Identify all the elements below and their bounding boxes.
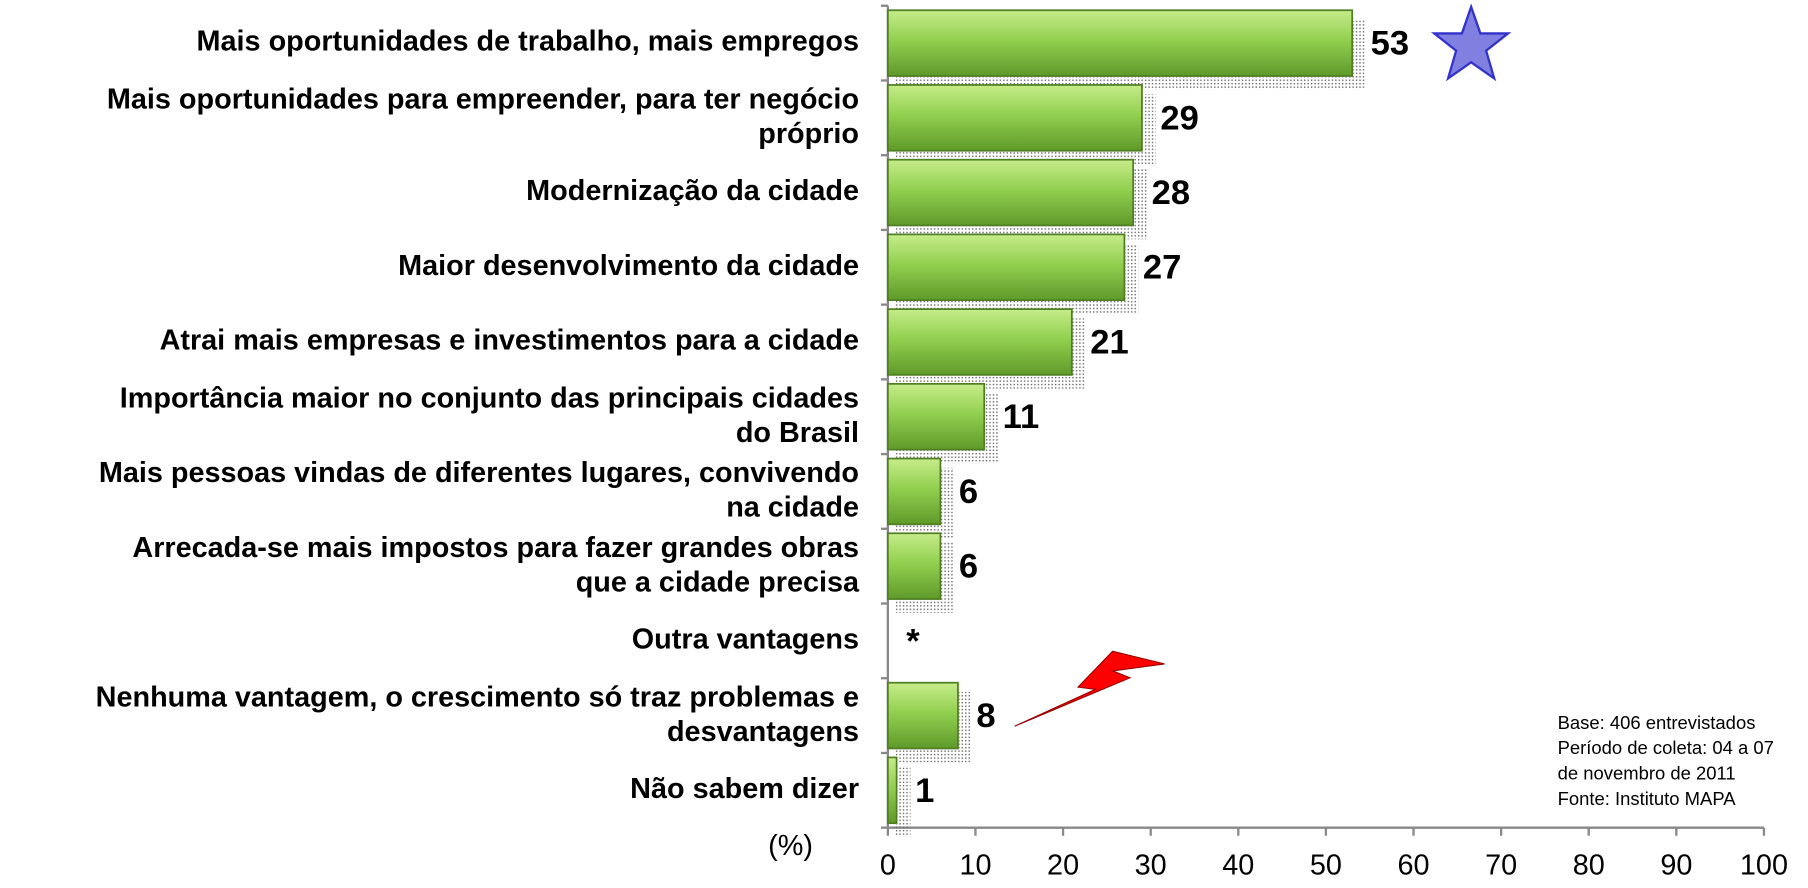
x-axis-label: (%) (768, 830, 813, 862)
note: Base: 406 entrevistados (1558, 712, 1756, 733)
value-label: 53 (1371, 25, 1409, 63)
value-label: 6 (959, 473, 978, 511)
x-tick-label: 10 (959, 849, 991, 881)
category-label: Nenhuma vantagem, o crescimento só traz … (96, 681, 859, 748)
category-label: Não sabem dizer (630, 773, 859, 805)
value-label: 21 (1090, 323, 1128, 361)
x-tick-label: 20 (1047, 849, 1079, 881)
bar (886, 308, 1073, 376)
x-tick-label: 90 (1660, 849, 1692, 881)
value-label: 29 (1160, 99, 1198, 137)
star (1430, 3, 1512, 82)
bar (886, 532, 942, 600)
bar (886, 158, 1135, 227)
note: Período de coleta: 04 a 07 (1558, 737, 1774, 758)
value-label: 28 (1152, 174, 1190, 212)
value-label: 27 (1143, 249, 1181, 287)
note: Fonte: Instituto MAPA (1558, 788, 1737, 809)
x-tick-label: 50 (1310, 849, 1342, 881)
category-label: Modernização da cidade (526, 175, 859, 207)
x-tick-label: 60 (1397, 849, 1429, 881)
bar (886, 9, 1354, 77)
category-label: Mais oportunidades de trabalho, mais emp… (197, 26, 859, 58)
category-label: Outra vantagens (632, 623, 859, 655)
category-label: Arrecada-se mais impostos para fazer gra… (132, 531, 860, 598)
x-tick-label: 0 (880, 849, 896, 881)
value-label: 1 (915, 772, 934, 810)
bar-shadow (894, 766, 911, 838)
note: de novembro de 2011 (1558, 763, 1736, 784)
value-label: 11 (1003, 398, 1040, 436)
category-label: Atrai mais empresas e investimentos para… (160, 325, 859, 357)
category-label: Mais pessoas vindas de diferentes lugare… (99, 457, 859, 524)
value-label: * (906, 622, 920, 660)
x-tick-label: 100 (1740, 849, 1788, 881)
lightning (1014, 650, 1165, 727)
x-tick-label: 80 (1573, 849, 1605, 881)
bar (886, 681, 959, 750)
value-label: 8 (976, 697, 995, 735)
x-tick-label: 70 (1485, 849, 1517, 881)
x-tick-label: 40 (1222, 849, 1254, 881)
bar (886, 233, 1126, 302)
category-label: Importância maior no conjunto das princi… (120, 382, 859, 449)
bar (886, 382, 986, 451)
category-label: Mais oportunidades para empreender, para… (107, 83, 859, 150)
x-tick-label: 30 (1135, 849, 1167, 881)
category-label: Maior desenvolvimento da cidade (398, 250, 859, 282)
bar (886, 457, 942, 526)
value-label: 6 (959, 548, 978, 586)
bar (886, 84, 1143, 152)
bar (886, 756, 898, 825)
